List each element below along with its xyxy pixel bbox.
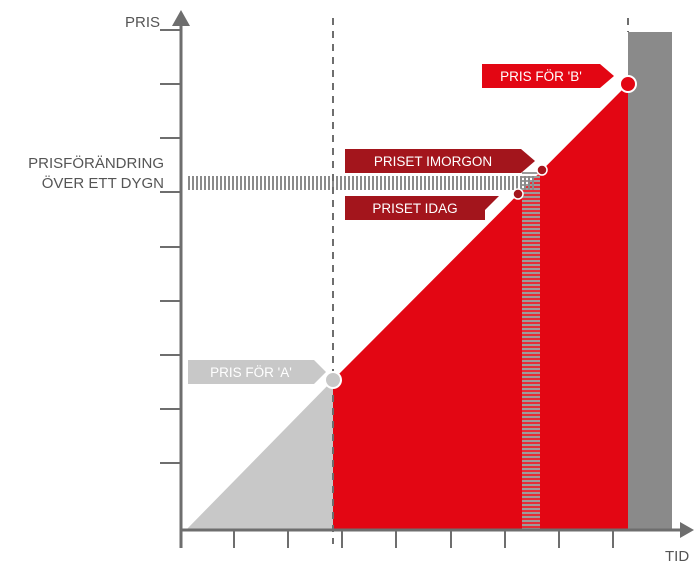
price-change-label-line2: ÖVER ETT DYGN [42, 174, 164, 192]
x-axis-label: TID [665, 548, 689, 564]
region-after-b [628, 32, 672, 530]
point-b-marker [619, 75, 637, 93]
region-a-to-b [333, 84, 628, 530]
tag-price-a: PRIS FÖR 'A' [188, 360, 326, 384]
y-ticks [160, 29, 181, 464]
x-axis-arrow [680, 522, 694, 538]
tag-price-b: PRIS FÖR 'B' [482, 64, 614, 88]
price-change-band [186, 176, 536, 190]
point-today-marker [512, 188, 524, 200]
day-band [522, 172, 540, 530]
region-before-a [186, 380, 333, 530]
tag-price-b-text: PRIS FÖR 'B' [500, 69, 582, 84]
y-axis-arrow [172, 10, 190, 26]
tag-price-a-text: PRIS FÖR 'A' [210, 365, 292, 380]
tag-price-tomorrow: PRISET IMORGON [345, 149, 535, 173]
tag-price-tomorrow-text: PRISET IMORGON [374, 154, 492, 169]
point-tomorrow-marker [536, 164, 548, 176]
tag-price-today: PRISET IDAG [345, 196, 499, 220]
x-ticks [233, 530, 614, 548]
price-change-label-line1: PRISFÖRÄNDRING [28, 154, 164, 172]
tag-price-today-text: PRISET IDAG [372, 201, 457, 216]
point-a-marker [324, 371, 342, 389]
y-axis-label: PRIS [125, 14, 160, 31]
